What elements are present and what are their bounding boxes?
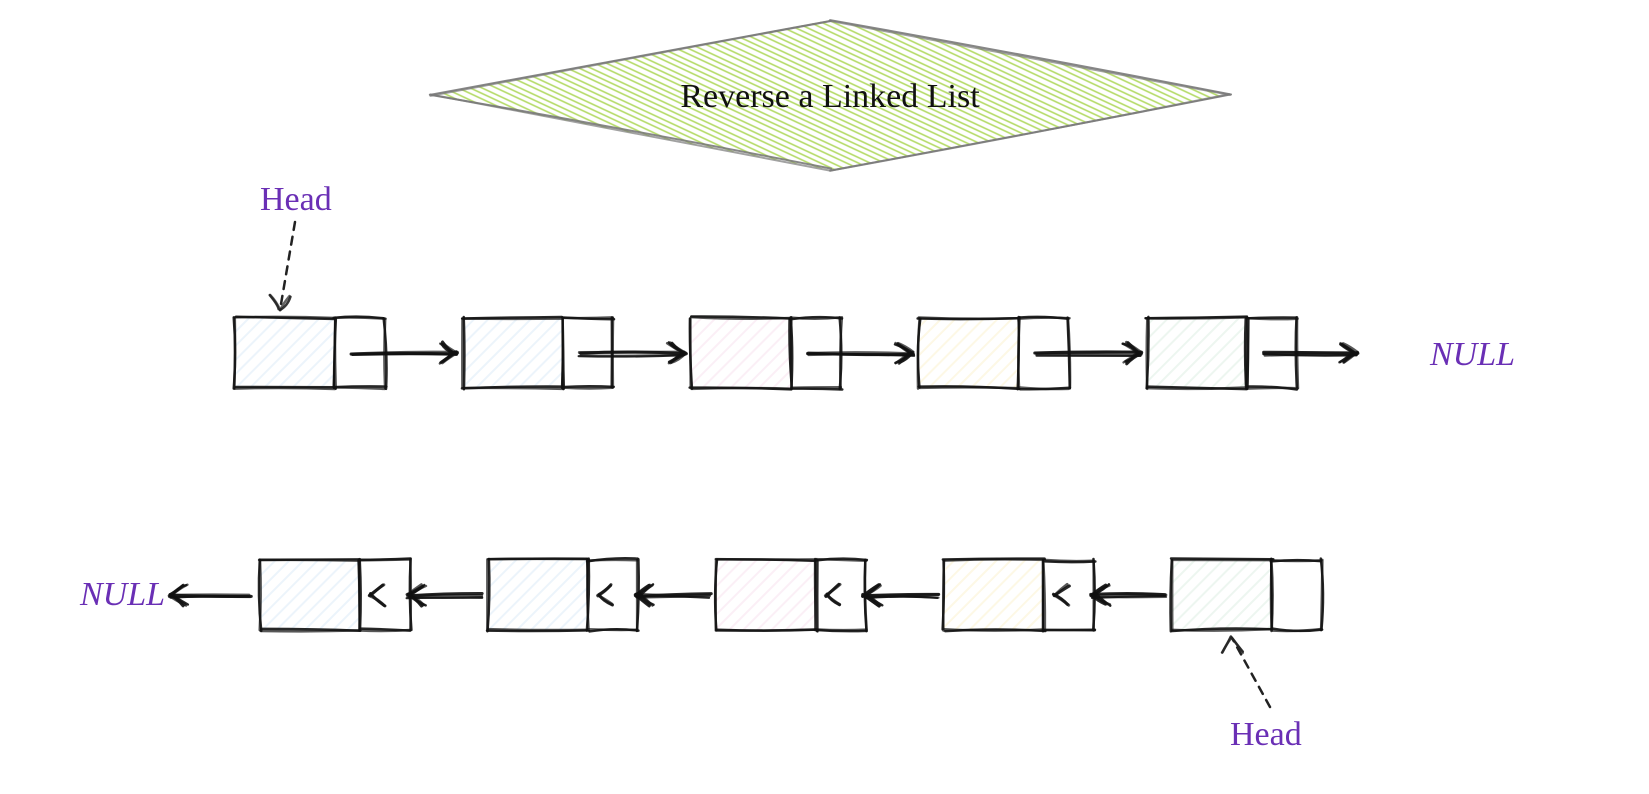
node-pointer-cell bbox=[587, 558, 639, 631]
list-node bbox=[715, 559, 867, 632]
list-row-forward: Head NULL bbox=[234, 181, 1515, 389]
title-banner: Reverse a Linked List bbox=[430, 20, 1231, 171]
node-data-cell bbox=[487, 559, 589, 632]
node-data-cell bbox=[1171, 559, 1274, 632]
list-node bbox=[1171, 559, 1324, 632]
head-label: Head bbox=[1230, 716, 1302, 753]
node-pointer-cell bbox=[359, 559, 412, 632]
node-data-cell bbox=[462, 317, 564, 389]
node-pointer-cell bbox=[1271, 559, 1323, 631]
next-arrow-icon bbox=[863, 584, 939, 606]
null-label: NULL bbox=[1429, 336, 1515, 373]
list-node bbox=[943, 559, 1096, 632]
node-data-cell bbox=[259, 559, 361, 631]
node-data-cell bbox=[715, 559, 817, 631]
node-data-cell bbox=[918, 318, 1021, 389]
node-data-cell bbox=[1146, 317, 1248, 390]
next-arrow-icon bbox=[169, 585, 251, 606]
null-label: NULL bbox=[79, 576, 165, 613]
list-node bbox=[487, 558, 639, 631]
node-pointer-cell bbox=[815, 559, 867, 632]
node-pointer-cell bbox=[1043, 559, 1095, 631]
head-pointer-arrow bbox=[1222, 637, 1270, 707]
head-pointer-arrow bbox=[270, 222, 295, 310]
head-label: Head bbox=[260, 181, 332, 218]
next-arrow-icon bbox=[407, 585, 483, 606]
node-data-cell bbox=[943, 559, 1046, 632]
list-row-reversed: Head NULL bbox=[79, 558, 1323, 753]
arrow-head-icon bbox=[1222, 637, 1243, 653]
node-data-cell bbox=[234, 317, 336, 389]
title-text: Reverse a Linked List bbox=[680, 78, 980, 115]
list-node bbox=[259, 559, 411, 632]
node-data-cell bbox=[690, 316, 792, 389]
next-arrow-icon bbox=[1091, 584, 1166, 605]
next-arrow-icon bbox=[635, 584, 711, 606]
